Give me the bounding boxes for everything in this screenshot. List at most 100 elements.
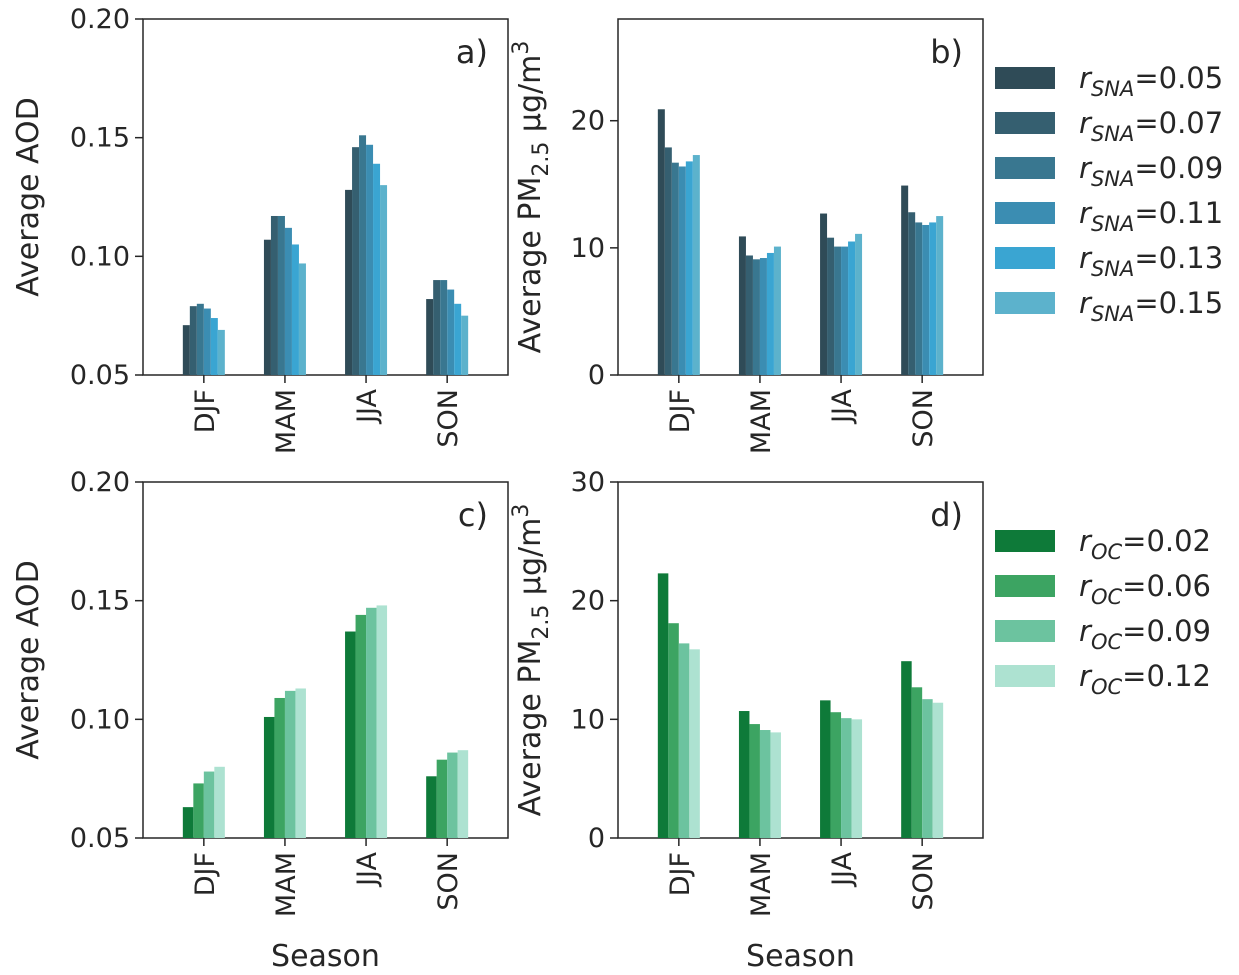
bar-JJA-s3 [841, 246, 849, 375]
legend-entry: rSNA=0.07 [1079, 106, 1223, 146]
legend-swatch [995, 67, 1055, 89]
bar-MAM-s3 [759, 258, 767, 375]
bar-MAM-s0 [263, 239, 271, 375]
bar-JJA-s0 [345, 631, 356, 838]
chart-panel-b: 0 10 20 DJF MAM JJA SON b) Average PM2.5 μg/m3 [509, 18, 984, 454]
bar-SON-s5 [936, 216, 944, 375]
bar-MAM-s2 [277, 215, 285, 375]
bar-DJF-s2 [678, 643, 690, 838]
axes-frame [617, 481, 984, 839]
bar-MAM-s4 [766, 252, 774, 375]
chart-panel-a: 0.05 0.10 0.15 0.20 DJF MAM JJA SON a) Average AO… [11, 4, 509, 454]
bar-SON-s3 [922, 224, 930, 375]
bar-MAM-s2 [284, 690, 296, 838]
legend-entry: rSNA=0.09 [1079, 151, 1223, 191]
bar-MAM-s3 [770, 732, 781, 838]
bar-JJA-s2 [366, 607, 377, 838]
legend-oc: rOC=0.02 rOC=0.06 rOC=0.09 rOC=0.12 [995, 524, 1211, 699]
bar-MAM-s1 [274, 697, 285, 838]
y-tick-label: 0.10 [70, 704, 130, 735]
legend-swatch [995, 665, 1055, 687]
bar-JJA-s5 [380, 185, 388, 375]
bar-JJA-s5 [855, 233, 863, 375]
bar-JJA-s2 [834, 246, 842, 375]
bar-SON-s4 [454, 303, 462, 375]
bar-SON-s0 [901, 661, 912, 838]
bar-JJA-s2 [841, 718, 852, 838]
bar-MAM-s0 [738, 236, 746, 375]
y-tick-label: 0.20 [70, 4, 130, 35]
y-tick-label: 20 [571, 106, 605, 137]
y-tick-label: 0.05 [70, 360, 130, 391]
bar-MAM-s1 [745, 255, 753, 375]
bar-MAM-s3 [295, 688, 306, 838]
bar-SON-s4 [929, 222, 937, 375]
bar-JJA-s3 [376, 605, 388, 838]
bar-DJF-s1 [668, 623, 679, 838]
x-tick-label-JJA: JJA [352, 851, 383, 887]
bar-SON-s5 [461, 315, 469, 375]
y-tick-label: 10 [571, 704, 605, 735]
legend-entry: rSNA=0.05 [1079, 61, 1223, 101]
y-tick-label: 0 [588, 823, 605, 854]
bar-JJA-s3 [851, 719, 863, 838]
bar-DJF-s1 [193, 783, 204, 838]
legend-entry: rOC=0.12 [1079, 659, 1211, 699]
panel-label: c) [458, 496, 488, 534]
y-axis-label: Average PM2.5 μg/m3 [509, 41, 554, 354]
y-tick-label: 0 [588, 360, 605, 391]
x-tick-label-SON: SON [433, 389, 464, 448]
bar-MAM-s3 [284, 227, 292, 375]
bar-DJF-s0 [657, 109, 665, 376]
bar-DJF-s1 [189, 306, 197, 375]
axes-frame [142, 18, 509, 376]
bar-MAM-s4 [291, 244, 299, 375]
bar-DJF-s3 [214, 766, 225, 838]
x-tick-label-MAM: MAM [271, 852, 302, 917]
bar-DJF-s0 [657, 573, 669, 838]
bar-SON-s2 [915, 222, 923, 375]
panel-label: a) [456, 33, 488, 71]
bar-DJF-s2 [203, 771, 215, 838]
bar-SON-s2 [922, 699, 933, 838]
y-tick-label: 0.20 [70, 467, 130, 498]
legend-swatch [995, 620, 1055, 642]
x-tick-label-JJA: JJA [827, 388, 858, 424]
legend-entry: rSNA=0.13 [1079, 241, 1223, 281]
legend-swatch [995, 530, 1055, 552]
chart-panel-d: 0 10 20 30 DJF MAM JJA SON d) Average PM2.5 μg/m3… [509, 467, 984, 974]
legend-swatch [995, 247, 1055, 269]
bar-JJA-s0 [820, 213, 828, 375]
x-tick-label-SON: SON [433, 852, 464, 911]
bar-DJF-s3 [203, 308, 211, 375]
bar-DJF-s5 [692, 155, 700, 375]
legend-swatch [995, 157, 1055, 179]
bar-MAM-s2 [759, 730, 771, 838]
y-tick-label: 0.15 [70, 586, 130, 617]
bar-DJF-s4 [685, 161, 693, 375]
chart-panel-c: 0.05 0.10 0.15 0.20 DJF MAM JJA SON c) Average AO… [11, 467, 509, 974]
y-tick-label: 10 [571, 233, 605, 264]
bar-DJF-s2 [196, 303, 204, 375]
bar-SON-s0 [426, 299, 434, 375]
bar-SON-s0 [901, 185, 909, 375]
bar-SON-s1 [433, 280, 441, 375]
bar-MAM-s5 [298, 263, 306, 375]
x-tick-label-DJF: DJF [190, 852, 221, 896]
bar-MAM-s0 [263, 716, 275, 838]
x-axis-label: Season [271, 939, 380, 974]
x-tick-label-JJA: JJA [352, 388, 383, 424]
bar-MAM-s1 [270, 215, 278, 375]
x-tick-label-MAM: MAM [746, 389, 777, 454]
x-tick-label-SON: SON [908, 389, 939, 448]
panel-label: b) [930, 33, 963, 71]
bar-SON-s1 [911, 687, 923, 838]
bar-JJA-s1 [827, 237, 835, 375]
legend-swatch [995, 112, 1055, 134]
bar-DJF-s4 [210, 318, 218, 375]
bar-SON-s3 [457, 750, 469, 838]
bar-SON-s2 [447, 752, 458, 838]
bar-DJF-s0 [182, 807, 194, 838]
legend-entry: rSNA=0.15 [1079, 286, 1223, 326]
y-axis-label: Average AOD [11, 97, 46, 296]
